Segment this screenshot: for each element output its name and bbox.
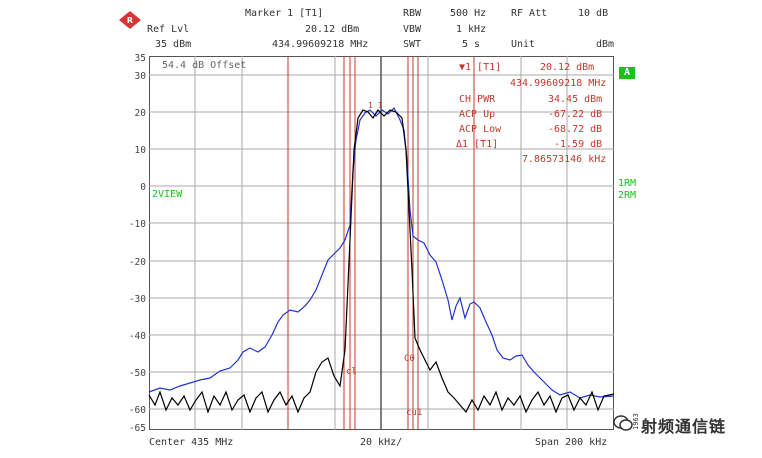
vbw-label: VBW bbox=[403, 24, 422, 35]
marker-title: Marker 1 [T1] bbox=[245, 8, 324, 19]
trace-2-black bbox=[148, 109, 615, 414]
y-tick: -20 bbox=[128, 257, 146, 268]
y-tick: -65 bbox=[128, 423, 146, 434]
cl-annotation: cl bbox=[346, 367, 357, 377]
rf-att-value: 10 dB bbox=[578, 8, 609, 19]
y-tick: -40 bbox=[128, 331, 146, 342]
trace-label-1rm: 1RM bbox=[618, 178, 637, 189]
trace-status-badge: A bbox=[619, 67, 635, 79]
result-row-label: Δ1 [T1] bbox=[456, 139, 499, 150]
result-row-value: 7.86573146 kHz bbox=[522, 154, 607, 165]
ref-level-value: 35 dBm bbox=[155, 39, 192, 50]
top-markers-annotation: 1 1 bbox=[368, 101, 383, 110]
marker-level: 20.12 dBm bbox=[305, 24, 360, 35]
rbw-value: 500 Hz bbox=[450, 8, 487, 19]
swt-value: 5 s bbox=[462, 39, 481, 50]
unit-value: dBm bbox=[596, 39, 615, 50]
y-tick: -10 bbox=[128, 219, 146, 230]
rohde-schwarz-logo-icon: R bbox=[119, 11, 141, 29]
y-tick: -60 bbox=[128, 405, 146, 416]
y-tick: 30 bbox=[134, 71, 146, 82]
ref-level-label: Ref Lvl bbox=[147, 24, 190, 35]
trace-1-blue bbox=[148, 106, 615, 399]
result-row-label: ACP Low bbox=[459, 124, 502, 135]
result-row-value: -67.22 dB bbox=[548, 109, 603, 120]
y-tick: -50 bbox=[128, 368, 146, 379]
wechat-logo-icon bbox=[613, 415, 633, 431]
y-tick: 35 bbox=[134, 53, 146, 64]
view-label: 2VIEW bbox=[152, 189, 183, 200]
result-row-label: CH PWR bbox=[459, 94, 496, 105]
result-row-value: -1.59 dB bbox=[554, 139, 603, 150]
result-row-value: -68.72 dB bbox=[548, 124, 603, 135]
svg-text:R: R bbox=[127, 16, 133, 25]
y-tick: 20 bbox=[134, 108, 146, 119]
vbw-value: 1 kHz bbox=[456, 24, 487, 35]
span-value: Span 200 kHz bbox=[535, 437, 608, 448]
center-frequency: Center 435 MHz bbox=[149, 437, 234, 448]
marker-frequency: 434.99609218 MHz bbox=[272, 39, 369, 50]
result-row-value: 34.45 dBm bbox=[548, 94, 603, 105]
unit-label: Unit bbox=[511, 39, 536, 50]
swt-label: SWT bbox=[403, 39, 422, 50]
side-number: 1963 bbox=[632, 413, 640, 430]
rbw-label: RBW bbox=[403, 8, 422, 19]
watermark-text: 射频通信链 bbox=[641, 417, 727, 436]
result-row-label: ACP Up bbox=[459, 109, 496, 120]
c0-annotation: C0 bbox=[404, 354, 415, 364]
rf-att-label: RF Att bbox=[511, 8, 548, 19]
trace-label-2rm: 2RM bbox=[618, 190, 637, 201]
c0-bottom-annotation: cu1 bbox=[406, 408, 423, 418]
offset-label: 54.4 dB Offset bbox=[162, 60, 247, 71]
frequency-division: 20 kHz/ bbox=[360, 437, 403, 448]
marker-result-value: 20.12 dBm bbox=[540, 62, 595, 73]
marker-result-label: ▼1 [T1] bbox=[459, 62, 502, 73]
marker-result-freq: 434.99609218 MHz bbox=[510, 78, 607, 89]
y-tick: 10 bbox=[134, 145, 146, 156]
y-tick: 0 bbox=[140, 182, 146, 193]
y-tick: -30 bbox=[128, 294, 146, 305]
